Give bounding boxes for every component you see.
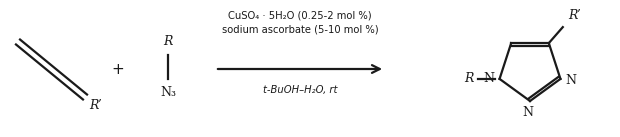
Text: R: R — [464, 72, 474, 85]
Text: CuSO₄ · 5H₂O (0.25-2 mol %): CuSO₄ · 5H₂O (0.25-2 mol %) — [228, 11, 372, 21]
Text: R: R — [163, 35, 173, 48]
Text: +: + — [112, 62, 125, 76]
Text: t-BuOH–H₂O, rt: t-BuOH–H₂O, rt — [263, 85, 337, 95]
Text: N: N — [523, 106, 533, 119]
Text: N: N — [484, 72, 495, 85]
Text: N: N — [565, 74, 577, 87]
Text: R’: R’ — [568, 9, 580, 22]
Text: R’: R’ — [89, 99, 102, 112]
Text: sodium ascorbate (5-10 mol %): sodium ascorbate (5-10 mol %) — [222, 24, 378, 34]
Text: N₃: N₃ — [160, 86, 176, 99]
